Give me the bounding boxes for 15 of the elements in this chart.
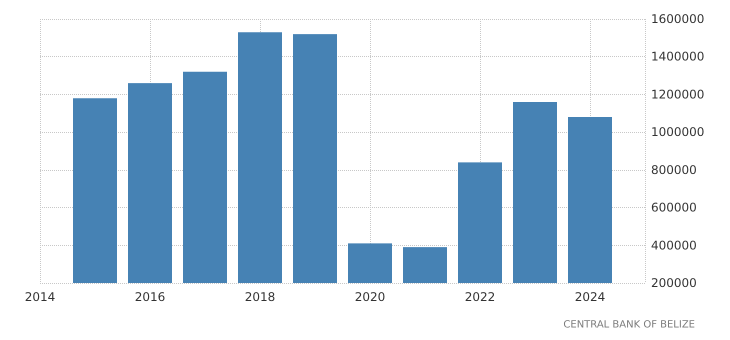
y-tick-label: 1200000: [651, 87, 704, 102]
x-tick-label: 2024: [574, 290, 606, 304]
x-tick-label: 2016: [134, 290, 166, 304]
y-tick-label: 1600000: [651, 12, 704, 26]
x-tick-label: 2020: [354, 290, 386, 304]
text: CENTRAL BANK OF BELIZE: [563, 320, 696, 330]
x-tick-label: 2014: [24, 290, 56, 304]
y-tick-label: 200000: [651, 276, 697, 290]
y-tick-label: 600000: [651, 200, 697, 215]
x-tick-label: 2022: [464, 290, 496, 304]
x-tick-label: 2018: [244, 290, 276, 304]
y-tick-label: 1400000: [651, 50, 704, 64]
y-tick-label: 1000000: [651, 125, 704, 140]
y-tick-label: 800000: [651, 162, 697, 177]
y-tick-label: 400000: [651, 238, 697, 252]
